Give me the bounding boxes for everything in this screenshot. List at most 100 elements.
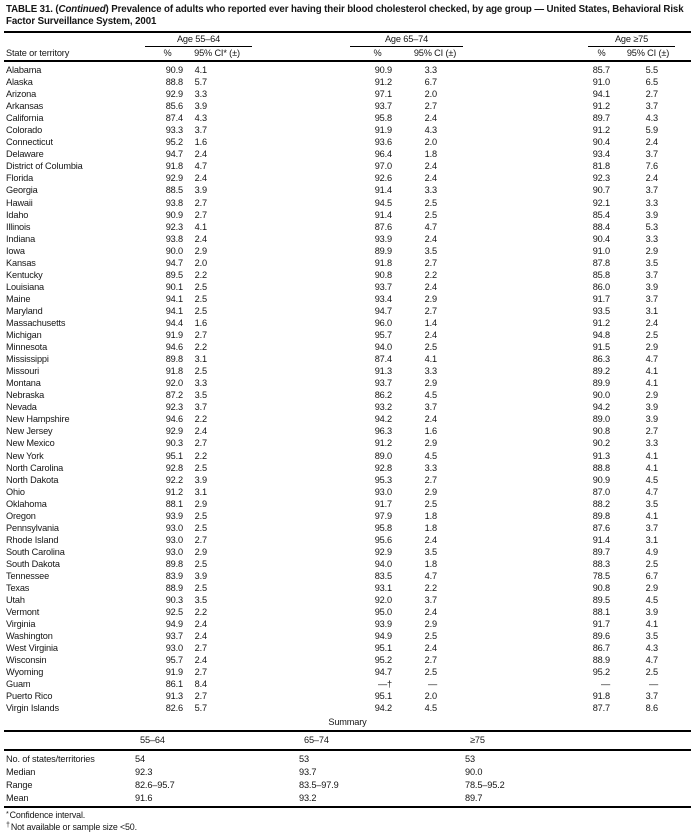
pct-75plus: 91.2 (592, 317, 610, 328)
ci-75plus: 3.9 (645, 281, 658, 292)
pct-65-74: 95.2 (374, 655, 392, 666)
ci-75plus: 2.5 (645, 558, 658, 569)
pct-55-64: 87.4 (165, 113, 183, 124)
ci-55-64: 2.5 (194, 366, 207, 377)
pct-55-64: 86.1 (165, 679, 183, 690)
pct-65-74: 93.1 (374, 583, 392, 594)
state-name: Virginia (6, 619, 36, 630)
ci-65-74: — (427, 679, 437, 690)
ci-65-74: 3.7 (424, 402, 437, 413)
ci-55-64: 2.9 (194, 498, 207, 509)
ci-55-64: 3.7 (194, 125, 207, 136)
ci-65-74: 2.4 (424, 161, 437, 172)
ci-55-64: 3.1 (194, 354, 207, 365)
ci-55-64: 2.4 (194, 631, 207, 642)
table-row: Arizona 92.9 3.3 97.1 2.0 94.1 2.7 (0, 88, 695, 100)
table-row: Michigan 91.9 2.7 95.7 2.4 94.8 2.5 (0, 329, 695, 341)
pct-55-64: 83.9 (165, 570, 183, 581)
ci-75plus: 4.1 (645, 510, 658, 521)
ci-65-74: 1.6 (424, 426, 437, 437)
pct-65-74: 94.7 (374, 305, 392, 316)
ci-65-74: 2.7 (424, 305, 437, 316)
table-title-prefix: TABLE 31. ( (6, 4, 59, 15)
ci-55-64: 4.3 (194, 113, 207, 124)
ci-65-74: 2.9 (424, 438, 437, 449)
state-name: Delaware (6, 149, 44, 160)
table-row: Puerto Rico 91.3 2.7 95.1 2.0 91.8 3.7 (0, 690, 695, 702)
table-row: District of Columbia 91.8 4.7 97.0 2.4 8… (0, 160, 695, 172)
ci-65-74: 2.4 (424, 330, 437, 341)
rule-table-bottom (4, 806, 691, 808)
pct-75plus: 88.9 (592, 655, 610, 666)
state-name: Michigan (6, 330, 42, 341)
state-name: North Carolina (6, 462, 64, 473)
pct-75plus: 78.5 (592, 570, 610, 581)
ci-75plus: 3.7 (645, 522, 658, 533)
ci-75plus: 2.4 (645, 317, 658, 328)
state-name: Colorado (6, 125, 43, 136)
summary-column-65-74: 65–74 (304, 735, 329, 745)
table-row: California 87.4 4.3 95.8 2.4 89.7 4.3 (0, 112, 695, 124)
pct-55-64: 93.9 (165, 510, 183, 521)
pct-75plus: 85.7 (592, 65, 610, 75)
ci-75plus: 3.3 (645, 197, 658, 208)
pct-75plus: 86.3 (592, 354, 610, 365)
state-name: Missouri (6, 366, 40, 377)
pct-65-74: 93.2 (374, 402, 392, 413)
pct-65-74: 93.7 (374, 281, 392, 292)
pct-55-64: 92.5 (165, 607, 183, 618)
pct-65-74: 94.9 (374, 631, 392, 642)
ci-75plus: 3.7 (645, 691, 658, 702)
table-row: New Jersey 92.9 2.4 96.3 1.6 90.8 2.7 (0, 425, 695, 437)
ci-75plus: 3.9 (645, 402, 658, 413)
state-name: Kansas (6, 257, 36, 268)
table-row: Virgin Islands 82.6 5.7 94.2 4.5 87.7 8.… (0, 702, 695, 714)
ci-55-64: 2.2 (194, 450, 207, 461)
pct-65-74: 91.8 (374, 257, 392, 268)
pct-75plus: 87.6 (592, 522, 610, 533)
table-row: Kansas 94.7 2.0 91.8 2.7 87.8 3.5 (0, 257, 695, 269)
pct-55-64: 92.3 (165, 221, 183, 232)
ci-55-64: 2.0 (194, 257, 207, 268)
pct-65-74: 96.4 (374, 149, 392, 160)
ci-65-74: 2.4 (424, 173, 437, 184)
summary-row-label: Range (6, 780, 33, 790)
ci-75plus: 3.7 (645, 185, 658, 196)
table-row: North Carolina 92.8 2.5 92.8 3.3 88.8 4.… (0, 462, 695, 474)
ci-75plus: 4.5 (645, 595, 658, 606)
state-name: Kentucky (6, 269, 43, 280)
ci-75plus: 2.7 (645, 426, 658, 437)
state-name: Idaho (6, 209, 29, 220)
pct-65-74: 87.4 (374, 354, 392, 365)
ci-75plus: 2.5 (645, 667, 658, 678)
ci-55-64: 3.9 (194, 474, 207, 485)
table-row: Arkansas 85.6 3.9 93.7 2.7 91.2 3.7 (0, 100, 695, 112)
pct-75plus: 92.3 (592, 173, 610, 184)
ci-75plus: 3.7 (645, 149, 658, 160)
ci-75plus: 2.9 (645, 390, 658, 401)
pct-75plus: 91.8 (592, 691, 610, 702)
table-row: Alaska 88.8 5.7 91.2 6.7 91.0 6.5 (0, 76, 695, 88)
summary-row-label: Median (6, 767, 36, 777)
state-name: Alabama (6, 65, 42, 75)
footnote-not-available: †Not available or sample size <50. (6, 820, 137, 834)
summary-value-55-64: 92.3 (135, 767, 153, 777)
pct-75plus: 91.2 (592, 125, 610, 136)
ci-55-64: 3.9 (194, 101, 207, 112)
ci-75plus: 3.7 (645, 269, 658, 280)
pct-65-74: 94.2 (374, 414, 392, 425)
ci-55-64: 2.5 (194, 462, 207, 473)
pct-65-74: 86.2 (374, 390, 392, 401)
rule-below-summary-header (4, 749, 691, 751)
pct-75plus: 90.7 (592, 185, 610, 196)
ci-65-74: 2.5 (424, 631, 437, 642)
pct-75plus: 95.2 (592, 667, 610, 678)
state-name: Washington (6, 631, 53, 642)
pct-65-74: 97.0 (374, 161, 392, 172)
pct-65-74: 93.9 (374, 619, 392, 630)
summary-value-65-74: 93.2 (299, 793, 317, 803)
pct-65-74: 90.8 (374, 269, 392, 280)
table-row: New York 95.1 2.2 89.0 4.5 91.3 4.1 (0, 450, 695, 462)
pct-75plus: 94.1 (592, 89, 610, 100)
pct-65-74: —† (378, 679, 392, 690)
